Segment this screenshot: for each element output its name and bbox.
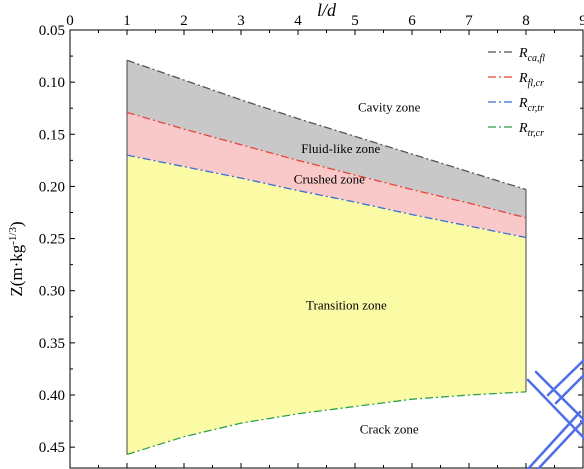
x-tick-label: 1 [123, 13, 131, 29]
series-line-cr-tr [126, 154, 527, 239]
legend-label: Rcr,tr [518, 96, 544, 114]
zone-label: Cavity zone [358, 99, 421, 114]
watermark-stroke [526, 410, 582, 469]
y-tick-label: 0.30 [39, 284, 65, 300]
y-axis-title: Z(m·kg-1/3) [7, 221, 26, 296]
legend-label: Rca,fl [518, 46, 545, 64]
y-tick-label: 0.15 [39, 127, 65, 143]
x-tick-label: 2 [180, 13, 188, 29]
zone-label: Fluid-like zone [301, 141, 380, 156]
y-tick-label: 0.05 [39, 23, 65, 39]
series-line-tr-cr [126, 391, 527, 456]
zone-fill-0 [127, 60, 526, 218]
x-tick-label: 9 [579, 13, 584, 29]
legend-label: Rfl,cr [518, 71, 544, 89]
y-tick-label: 0.20 [39, 179, 65, 195]
watermark-mark [526, 358, 584, 469]
x-tick-label: 6 [408, 13, 416, 29]
zone-fills [126, 60, 527, 455]
x-tick-label: 5 [351, 13, 359, 29]
legend-label: Rtr,cr [518, 121, 544, 139]
watermark-stroke [554, 373, 584, 405]
x-tick-label: 3 [237, 13, 245, 29]
x-tick-label: 4 [294, 13, 302, 29]
y-tick-label: 0.25 [39, 232, 65, 248]
series-line-ca-fl [126, 59, 527, 191]
y-axis-title-main: Z(m·kg [7, 244, 26, 296]
zone-label: Transition zone [306, 297, 387, 312]
zone-fill-2 [127, 155, 526, 455]
watermark-stroke [546, 358, 584, 397]
y-axis-title-close: ) [7, 221, 26, 227]
zone-annotations: Cavity zone Fluid-like zone Crushed zone Tr… [294, 99, 421, 436]
zone-fill-1 [127, 112, 526, 238]
series-line-fl-cr [126, 111, 527, 219]
y-tick-label: 0.45 [39, 440, 65, 456]
legend: Rca,fl Rfl,cr Rcr,tr Rtr,cr [488, 46, 545, 139]
x-tick-label: 7 [465, 13, 473, 29]
axis-ticks: 0 1 2 3 4 5 6 7 8 9 0.05 0.10 0.15 0.20 0.25 0.30 0.35 0.… [39, 13, 584, 468]
y-tick-label: 0.35 [39, 336, 65, 352]
y-tick-label: 0.10 [39, 75, 65, 91]
zone-label: Crushed zone [294, 171, 365, 186]
watermark-stroke [536, 418, 584, 469]
x-tick-label: 0 [66, 13, 74, 29]
y-tick-label: 0.40 [39, 388, 65, 404]
x-axis-title: l/d [317, 0, 337, 20]
y-axis-title-sup: -1/3 [7, 227, 19, 245]
x-tick-label: 8 [522, 13, 530, 29]
boundary-lines [126, 59, 527, 456]
zone-label: Crack zone [360, 422, 419, 437]
watermark-stroke [534, 370, 584, 422]
